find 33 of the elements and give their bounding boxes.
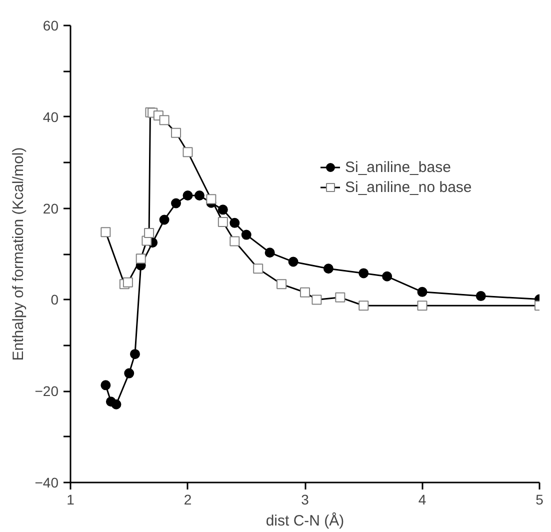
point: [417, 286, 428, 297]
point: [241, 230, 252, 240]
point: [100, 380, 111, 390]
point: [218, 204, 228, 215]
point: [194, 190, 204, 200]
point: [476, 291, 486, 302]
x-tick-label: 2: [184, 492, 192, 508]
x-axis-title: dist C-N (Å): [266, 512, 344, 530]
point: [264, 248, 275, 258]
x-tick-label: 1: [66, 492, 75, 508]
x-tick-label: 5: [536, 492, 544, 508]
point: [358, 268, 369, 278]
legend-label: Si_aniline_no base: [345, 178, 472, 196]
point: [323, 264, 334, 274]
point: [182, 190, 193, 200]
x-tick-label: 3: [301, 492, 310, 508]
y-tick-label: 20: [42, 200, 59, 216]
y-tick-label: 40: [42, 108, 59, 125]
point: [382, 271, 392, 282]
legend-label: Si_aniline_base: [345, 158, 451, 176]
point: [130, 349, 140, 360]
point: [124, 368, 134, 378]
y-axis-title: Enthalpy of formation (Kcal/mol): [10, 147, 27, 361]
x-tick-label: 4: [418, 492, 426, 508]
y-tick-label: −20: [34, 383, 59, 400]
y-tick-label: 0: [50, 292, 59, 308]
y-tick-label: −40: [34, 474, 59, 490]
point: [230, 218, 240, 228]
point: [111, 399, 122, 410]
point: [171, 198, 182, 208]
point: [288, 256, 298, 267]
point: [159, 214, 170, 225]
y-tick-label: 60: [42, 18, 59, 34]
